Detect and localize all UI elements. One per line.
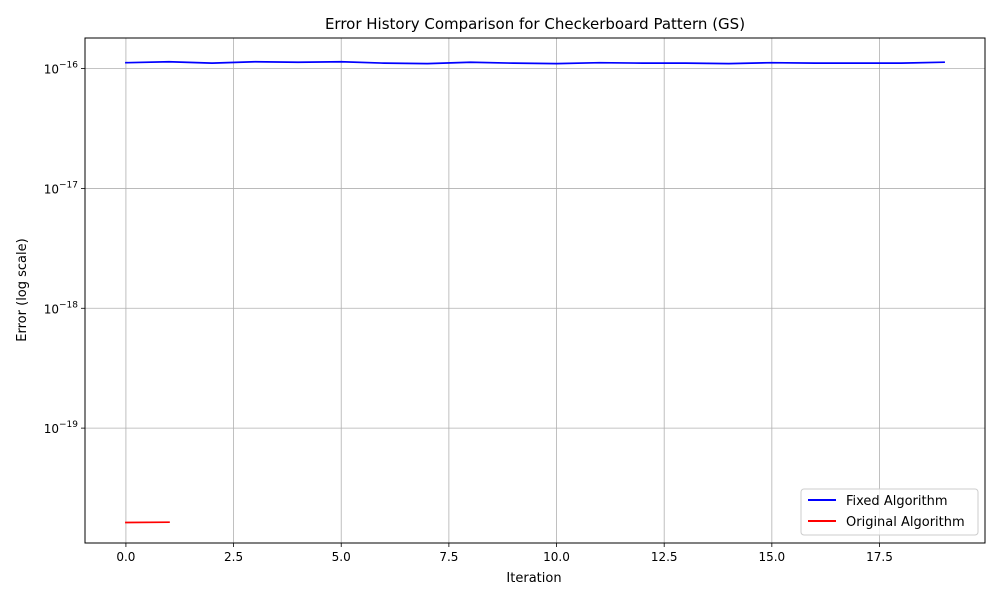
x-tick-label: 12.5 [651,550,678,564]
y-axis-ticks: 10−16 10−17 10−18 10−19 [44,61,85,436]
x-tick-label: 5.0 [332,550,351,564]
legend-box [800,488,979,536]
plot-frame [84,37,986,544]
y-tick-label: 10−19 [44,420,79,436]
grid-lines [85,38,985,543]
y-tick-label: 10−18 [44,300,79,316]
y-tick-label: 10−16 [44,61,79,77]
legend-label-original-algorithm: Original Algorithm [846,515,965,530]
series-lines [125,60,945,524]
y-axis-label: Error (log scale) [15,238,30,341]
chart-title: Error History Comparison for Checkerboar… [325,15,745,33]
x-tick-label: 10.0 [543,550,570,564]
x-axis-ticks: 0.0 2.5 5.0 7.5 10.0 12.5 15.0 17.5 [116,543,893,564]
x-tick-label: 7.5 [439,550,458,564]
y-tick-label: 10−17 [44,180,78,196]
x-tick-label: 15.0 [758,550,785,564]
x-axis-label: Iteration [506,571,561,586]
series-line-fixed-algorithm [125,60,945,65]
legend: Fixed Algorithm Original Algorithm [800,488,979,536]
legend-label-fixed-algorithm: Fixed Algorithm [846,494,948,509]
x-tick-label: 2.5 [224,550,243,564]
x-tick-label: 0.0 [116,550,135,564]
x-tick-label: 17.5 [866,550,893,564]
